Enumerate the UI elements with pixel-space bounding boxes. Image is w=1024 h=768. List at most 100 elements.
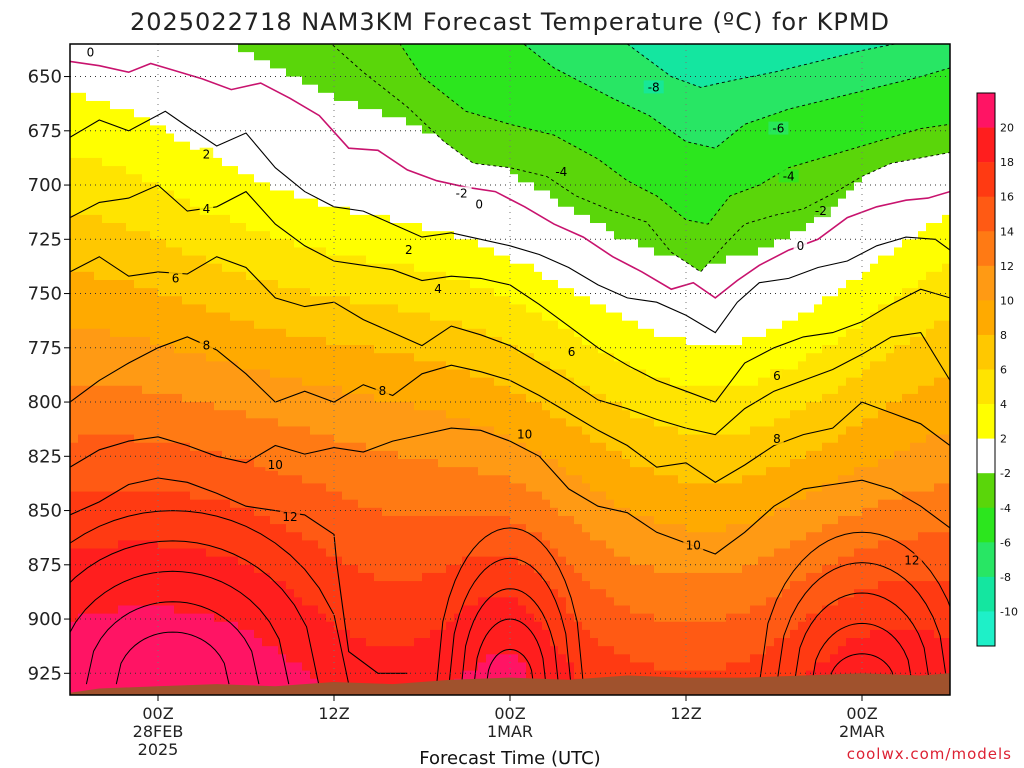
temperature-cell	[182, 320, 191, 330]
temperature-cell	[134, 157, 143, 167]
temperature-cell	[462, 475, 471, 485]
temperature-cell	[286, 117, 295, 126]
temperature-cell	[102, 670, 111, 680]
temperature-cell	[374, 239, 383, 249]
temperature-cell	[358, 418, 367, 428]
temperature-cell	[510, 361, 519, 371]
temperature-cell	[374, 507, 383, 517]
temperature-cell	[558, 540, 567, 550]
temperature-cell	[238, 377, 247, 387]
temperature-cell	[542, 540, 551, 550]
temperature-cell	[166, 572, 175, 582]
temperature-cell	[422, 279, 431, 289]
temperature-cell	[558, 450, 567, 460]
temperature-cell	[302, 377, 311, 387]
temperature-cell	[286, 646, 295, 655]
temperature-cell	[254, 499, 263, 509]
temperature-cell	[118, 133, 127, 143]
temperature-cell	[174, 385, 183, 395]
temperature-cell	[494, 483, 503, 493]
temperature-cell	[86, 654, 95, 664]
temperature-cell	[558, 353, 567, 362]
temperature-cell	[358, 100, 367, 110]
temperature-cell	[334, 149, 343, 159]
temperature-cell	[382, 515, 391, 525]
temperature-cell	[390, 540, 399, 550]
temperature-cell	[102, 605, 111, 615]
temperature-cell	[286, 320, 295, 330]
temperature-cell	[502, 174, 511, 183]
temperature-cell	[342, 255, 351, 265]
temperature-cell	[414, 662, 423, 672]
temperature-cell	[198, 157, 207, 167]
temperature-cell	[438, 336, 447, 346]
temperature-cell	[190, 491, 199, 501]
temperature-cell	[86, 621, 95, 631]
temperature-cell	[150, 385, 159, 395]
temperature-cell	[126, 109, 135, 118]
temperature-cell	[382, 621, 391, 631]
temperature-cell	[366, 239, 375, 249]
temperature-cell	[158, 263, 167, 273]
temperature-cell	[214, 581, 223, 590]
temperature-cell	[182, 263, 191, 273]
temperature-cell	[214, 450, 223, 460]
temperature-cell	[142, 475, 151, 485]
temperature-cell	[182, 556, 191, 566]
temperature-cell	[110, 499, 119, 509]
temperature-cell	[206, 353, 215, 362]
temperature-cell	[198, 263, 207, 273]
temperature-cell	[454, 418, 463, 428]
temperature-cell	[70, 239, 79, 249]
temperature-cell	[326, 239, 335, 249]
temperature-cell	[230, 174, 239, 183]
temperature-cell	[174, 345, 183, 354]
temperature-cell	[382, 328, 391, 338]
temperature-cell	[118, 621, 127, 631]
temperature-cell	[558, 304, 567, 314]
temperature-cell	[190, 312, 199, 322]
temperature-cell	[214, 369, 223, 379]
temperature-cell	[390, 442, 399, 452]
temperature-cell	[198, 166, 207, 175]
temperature-cell	[470, 467, 479, 476]
temperature-cell	[174, 629, 183, 639]
temperature-cell	[374, 613, 383, 623]
temperature-cell	[198, 410, 207, 419]
temperature-cell	[334, 117, 343, 126]
temperature-cell	[182, 133, 191, 143]
temperature-cell	[366, 467, 375, 476]
temperature-cell	[358, 231, 367, 240]
temperature-cell	[422, 239, 431, 249]
temperature-cell	[318, 109, 327, 118]
temperature-cell	[198, 515, 207, 525]
temperature-cell	[518, 393, 527, 403]
temperature-cell	[150, 296, 159, 305]
temperature-cell	[286, 328, 295, 338]
temperature-cell	[534, 605, 543, 615]
temperature-cell	[294, 92, 303, 102]
temperature-cell	[150, 279, 159, 289]
temperature-cell	[398, 100, 407, 110]
temperature-cell	[326, 198, 335, 208]
temperature-cell	[302, 564, 311, 574]
temperature-cell	[222, 377, 231, 387]
temperature-cell	[350, 206, 359, 216]
temperature-cell	[214, 336, 223, 346]
temperature-cell	[446, 157, 455, 167]
temperature-cell	[414, 157, 423, 167]
temperature-cell	[342, 353, 351, 362]
temperature-cell	[318, 182, 327, 192]
temperature-cell	[446, 214, 455, 224]
temperature-cell	[334, 84, 343, 94]
temperature-cell	[366, 670, 375, 680]
temperature-cell	[102, 491, 111, 501]
temperature-cell	[78, 141, 87, 151]
temperature-cell	[278, 182, 287, 192]
temperature-cell	[406, 450, 415, 460]
temperature-cell	[486, 263, 495, 273]
temperature-cell	[166, 670, 175, 680]
temperature-cell	[302, 654, 311, 664]
temperature-cell	[238, 540, 247, 550]
temperature-cell	[246, 328, 255, 338]
